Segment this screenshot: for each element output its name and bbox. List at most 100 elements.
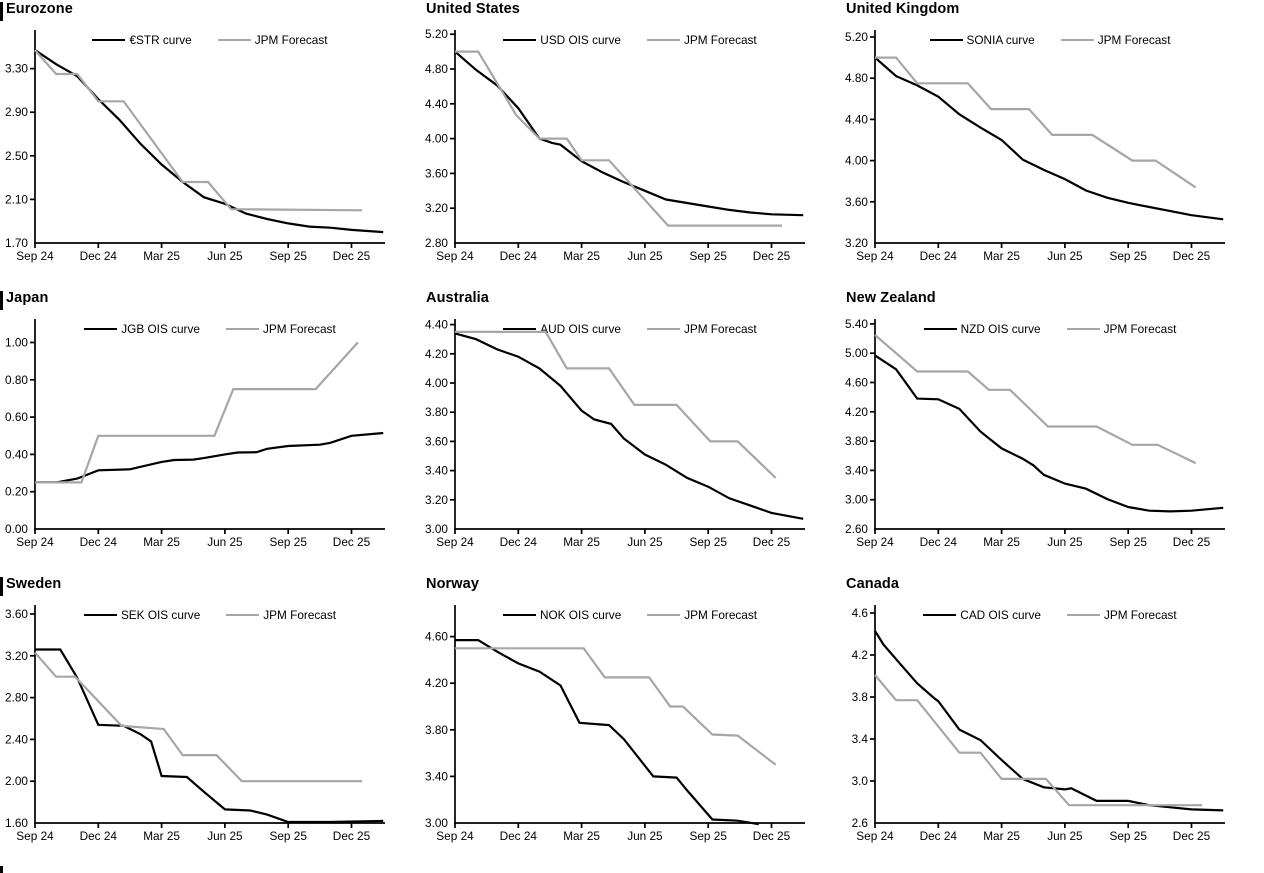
series-line-swatch [502, 613, 536, 617]
y-tick-label: 3.80 [845, 434, 868, 448]
x-tick-label: Sep 24 [436, 249, 474, 263]
x-tick-label: Sep 24 [436, 829, 474, 843]
plot-area: 3.00 3.20 3.40 3.60 3.80 4.00 4.20 4.40 Sep 24 De… [425, 318, 805, 549]
series-polyline [35, 341, 359, 484]
y-tick-label: 5.00 [845, 346, 868, 360]
y-tick-label: 4.20 [425, 347, 448, 361]
y-tick-label: 3.8 [852, 690, 869, 704]
x-tick-label: Jun 25 [1047, 829, 1083, 843]
series-polyline [34, 49, 384, 234]
series-line-swatch [84, 327, 118, 331]
y-tick-label: 4.60 [425, 630, 448, 644]
series-line-swatch [92, 38, 126, 42]
y-tick-label: 3.80 [425, 405, 448, 419]
title-accent-bar [0, 291, 3, 310]
x-tick-label: Sep 25 [270, 535, 308, 549]
forecast-line-swatch [1066, 327, 1100, 331]
series-line-swatch [83, 613, 117, 617]
forecast-line-swatch [225, 327, 259, 331]
x-tick-label: Sep 24 [16, 249, 54, 263]
legend-label: JPM Forecast [684, 608, 758, 622]
chart-legend: SONIA curve JPM Forecast [875, 33, 1225, 47]
series-polyline [874, 334, 1197, 465]
y-tick-label: 3.60 [425, 166, 448, 180]
y-tick-label: 2.50 [5, 149, 28, 163]
chart-legend: CAD OIS curve JPM Forecast [875, 608, 1225, 622]
x-tick-label: Dec 25 [333, 535, 371, 549]
x-tick-label: Jun 25 [627, 249, 663, 263]
forecast-line-swatch [647, 613, 681, 617]
chart-japan: Japan JGB OIS curve JPM Forecast 0.00 0.2… [0, 289, 420, 575]
legend-item: JGB OIS curve [84, 322, 200, 336]
y-tick-label: 5.40 [845, 317, 868, 331]
y-tick-label: 4.80 [425, 62, 448, 76]
x-tick-label: Dec 24 [500, 829, 538, 843]
x-tick-label: Dec 25 [1173, 249, 1211, 263]
y-tick-label: 2.40 [5, 732, 28, 746]
chart-legend: €STR curve JPM Forecast [35, 33, 385, 47]
legend-label: CAD OIS curve [960, 608, 1041, 622]
chart-united-kingdom: United Kingdom SONIA curve JPM Forecast … [840, 0, 1264, 289]
series-line-swatch [503, 327, 537, 331]
legend-label: JPM Forecast [683, 322, 757, 336]
series-polyline [454, 332, 804, 520]
y-tick-label: 4.20 [845, 405, 868, 419]
series-polyline [455, 647, 777, 766]
x-tick-label: Sep 25 [270, 829, 308, 843]
x-tick-label: Dec 24 [500, 249, 538, 263]
x-tick-label: Dec 25 [753, 829, 791, 843]
forecast-line-swatch [646, 38, 680, 42]
legend-item: JPM Forecast [1060, 33, 1171, 47]
chart-title: Norway [426, 576, 479, 592]
forecast-line-swatch [646, 327, 680, 331]
chart-title: New Zealand [846, 290, 936, 306]
y-tick-label: 3.4 [852, 732, 869, 746]
chart-legend: AUD OIS curve JPM Forecast [455, 322, 805, 336]
chart-eurozone: Eurozone €STR curve JPM Forecast 1.70 2.1… [0, 0, 420, 289]
legend-item: JPM Forecast [1066, 322, 1177, 336]
x-tick-label: Dec 25 [333, 249, 371, 263]
x-tick-label: Sep 25 [1110, 249, 1148, 263]
chart-united-states: United States USD OIS curve JPM Forecast… [420, 0, 840, 289]
x-tick-label: Mar 25 [563, 829, 600, 843]
x-tick-label: Jun 25 [207, 535, 243, 549]
forecast-line-swatch [217, 38, 251, 42]
x-tick-label: Sep 25 [690, 249, 728, 263]
x-tick-label: Dec 25 [333, 829, 371, 843]
legend-label: JPM Forecast [1097, 33, 1171, 47]
plot-area: 1.70 2.10 2.50 2.90 3.30 Sep 24 Dec 24 Mar 25 Ju… [5, 30, 385, 263]
x-tick-label: Jun 25 [1047, 535, 1083, 549]
y-tick-label: 0.60 [5, 410, 28, 424]
legend-label: JGB OIS curve [121, 322, 200, 336]
series-polyline [454, 50, 804, 217]
chart-legend: NOK OIS curve JPM Forecast [455, 608, 805, 622]
legend-label: AUD OIS curve [540, 322, 621, 336]
x-tick-label: Mar 25 [983, 249, 1020, 263]
x-tick-label: Jun 25 [627, 829, 663, 843]
y-tick-label: 3.20 [5, 649, 28, 663]
chart-title: Sweden [6, 576, 62, 592]
legend-label: SEK OIS curve [120, 608, 201, 622]
x-tick-label: Jun 25 [207, 249, 243, 263]
x-tick-label: Sep 25 [690, 829, 728, 843]
legend-label: JPM Forecast [683, 33, 757, 47]
x-tick-label: Jun 25 [207, 829, 243, 843]
x-tick-label: Sep 24 [16, 829, 54, 843]
y-tick-label: 3.40 [425, 769, 448, 783]
legend-item: JPM Forecast [226, 608, 336, 622]
series-polyline [874, 354, 1224, 513]
x-tick-label: Dec 25 [1173, 535, 1211, 549]
y-tick-label: 5.20 [425, 27, 448, 41]
x-tick-label: Sep 24 [856, 829, 894, 843]
x-tick-label: Dec 24 [80, 829, 118, 843]
chart-title: Australia [426, 290, 489, 306]
series-polyline [455, 638, 759, 826]
legend-label: €STR curve [129, 33, 192, 47]
legend-item: USD OIS curve [503, 33, 621, 47]
x-tick-label: Dec 24 [500, 535, 538, 549]
x-tick-label: Mar 25 [143, 535, 180, 549]
chart-legend: SEK OIS curve JPM Forecast [35, 608, 385, 622]
legend-label: JPM Forecast [1103, 322, 1177, 336]
legend-item: NZD OIS curve [923, 322, 1041, 336]
x-tick-label: Sep 24 [856, 249, 894, 263]
